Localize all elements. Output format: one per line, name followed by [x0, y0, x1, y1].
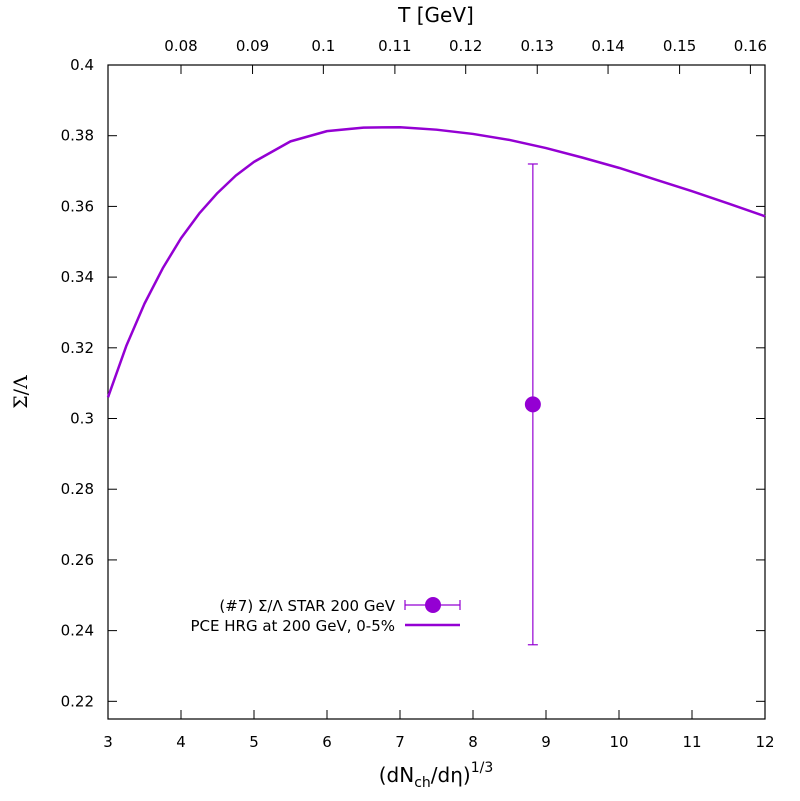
legend-entry-points: (#7) Σ/Λ STAR 200 GeV: [219, 597, 461, 615]
x-axis-title-subscript: ch: [414, 775, 431, 791]
y-tick-label: 0.28: [61, 480, 94, 498]
x2-tick-label: 0.09: [236, 37, 269, 55]
x-axis-title-middle: /dη): [431, 763, 471, 787]
y-tick-label: 0.24: [61, 622, 94, 640]
y-tick-label: 0.36: [61, 197, 94, 215]
legend-swatch-point: [425, 597, 441, 613]
y-tick-label: 0.22: [61, 692, 94, 710]
legend-label-line: PCE HRG at 200 GeV, 0-5%: [191, 617, 396, 635]
x-tick-label: 12: [755, 733, 774, 751]
axis-ticks: [107, 64, 766, 719]
x2-tick-label: 0.14: [591, 37, 624, 55]
x2-tick-label: 0.12: [449, 37, 482, 55]
legend-entry-line: PCE HRG at 200 GeV, 0-5%: [191, 617, 460, 635]
y-tick-label: 0.3: [70, 410, 94, 428]
x-axis-title-superscript: 1/3: [471, 760, 494, 776]
x2-tick-label: 0.1: [311, 37, 335, 55]
series-line-pce-hrg: [106, 125, 766, 398]
x2-tick-label: 0.11: [378, 37, 411, 55]
axis-tick-labels: 3 4 5 6 7 8 9 10 11 12 0.22 0.24 0.26 0.28 0.3 0.32 0.34…: [61, 37, 775, 751]
x-axis-title-main: (dN: [379, 763, 414, 787]
x-tick-label: 11: [682, 733, 701, 751]
x2-tick-label: 0.13: [521, 37, 554, 55]
x-tick-label: 6: [322, 733, 332, 751]
x-tick-label: 5: [249, 733, 259, 751]
y-tick-label: 0.4: [70, 56, 94, 74]
x-axis-title: (dNch/dη)1/3: [379, 760, 494, 791]
x-tick-label: 4: [176, 733, 186, 751]
x2-tick-label: 0.08: [164, 37, 197, 55]
y-tick-label: 0.34: [61, 268, 94, 286]
y-axis-title: Σ/Λ: [10, 375, 32, 409]
y-tick-label: 0.26: [61, 551, 94, 569]
x2-tick-label: 0.15: [663, 37, 696, 55]
x-tick-label: 8: [468, 733, 478, 751]
plot-frame: [107, 64, 766, 720]
series-layer: [106, 125, 766, 646]
legend-label-points: (#7) Σ/Λ STAR 200 GeV: [219, 597, 395, 615]
x-tick-label: 7: [395, 733, 405, 751]
x2-tick-label: 0.16: [734, 37, 767, 55]
data-point: [524, 396, 541, 413]
x2-axis-title: T [GeV]: [397, 3, 474, 27]
x-tick-label: 3: [103, 733, 113, 751]
x-tick-label: 10: [609, 733, 628, 751]
y-tick-label: 0.38: [61, 127, 94, 145]
y-tick-label: 0.32: [61, 339, 94, 357]
x-tick-label: 9: [541, 733, 551, 751]
